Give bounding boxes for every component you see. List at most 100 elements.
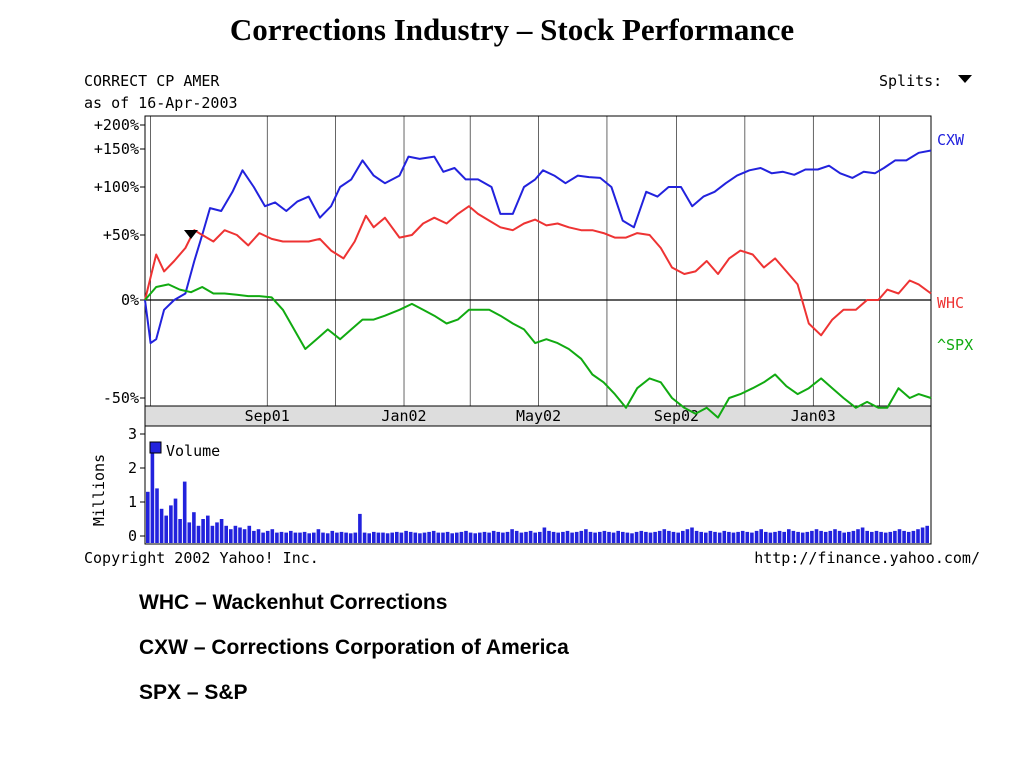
volume-y-tick-label: 3 — [128, 425, 137, 443]
volume-bar — [510, 529, 514, 543]
volume-bar — [256, 529, 261, 543]
volume-bar — [404, 530, 408, 543]
volume-bar — [335, 532, 339, 543]
volume-axis-label: Millions — [90, 454, 108, 526]
volume-bar — [307, 533, 311, 543]
volume-bar — [146, 491, 150, 543]
volume-bar — [616, 530, 620, 543]
volume-bar — [588, 531, 593, 543]
volume-bar — [837, 530, 842, 543]
volume-bar — [893, 530, 897, 543]
volume-bar — [436, 532, 441, 543]
volume-bar — [888, 531, 893, 543]
volume-bar — [699, 531, 703, 543]
slide-title: Corrections Industry – Stock Performance — [229, 12, 795, 47]
volume-bar — [178, 519, 182, 543]
volume-bar — [418, 533, 422, 543]
volume-bar — [750, 532, 754, 543]
volume-bar — [745, 531, 750, 543]
volume-bar — [621, 531, 625, 543]
volume-bar — [265, 530, 270, 543]
volume-bar — [565, 530, 570, 543]
volume-legend-swatch — [149, 441, 162, 454]
volume-bar — [533, 532, 537, 543]
volume-bar — [173, 498, 178, 543]
volume-bar — [879, 531, 883, 543]
volume-bar — [376, 532, 381, 543]
volume-bar — [450, 533, 454, 543]
volume-bar — [856, 529, 860, 543]
date-axis-labels: Sep01 Jan02 May02 Sep02 Jan03 — [245, 407, 836, 425]
volume-bar — [270, 529, 275, 543]
volume-bar — [611, 532, 616, 543]
volume-bar — [704, 532, 708, 543]
volume-bar — [791, 530, 796, 543]
volume-bar — [556, 532, 560, 543]
volume-bar — [528, 530, 533, 543]
volume-bar — [690, 527, 694, 543]
volume-bar — [607, 531, 611, 543]
volume-bar — [302, 531, 307, 543]
volume-bar — [657, 530, 662, 543]
volume-bars — [146, 447, 929, 543]
volume-bar — [229, 529, 233, 543]
volume-bar — [524, 531, 528, 543]
series-label-whc: WHC — [937, 294, 964, 312]
y-tick-label: +200% — [94, 116, 139, 134]
volume-bar — [261, 532, 265, 543]
volume-bar — [381, 532, 385, 543]
volume-bar — [584, 529, 588, 543]
volume-bar — [828, 530, 833, 543]
volume-bar — [413, 532, 418, 543]
copyright-text: Copyright 2002 Yahoo! Inc. — [84, 549, 319, 567]
volume-bar — [455, 532, 459, 543]
volume-bar — [468, 532, 473, 543]
volume-bar — [814, 529, 819, 543]
volume-bar — [242, 529, 247, 543]
volume-bar — [298, 532, 302, 543]
series-label-cxw: CXW — [937, 131, 965, 149]
volume-bar — [362, 532, 367, 543]
volume-bar — [667, 530, 671, 543]
volume-bar — [538, 531, 542, 543]
volume-bar — [685, 529, 690, 543]
splits-dropdown-icon[interactable] — [958, 75, 972, 83]
volume-bar — [874, 530, 879, 543]
volume-bar — [358, 513, 362, 543]
volume-bar — [196, 525, 201, 543]
volume-bar — [542, 527, 547, 543]
volume-bar — [201, 519, 205, 543]
volume-bar — [551, 531, 556, 543]
volume-bar — [740, 530, 745, 543]
volume-bar — [339, 531, 344, 543]
volume-bar — [681, 530, 685, 543]
y-tick-label: +150% — [94, 140, 139, 158]
source-url-link[interactable]: http://finance.yahoo.com/ — [754, 549, 980, 567]
split-marker-icon[interactable] — [183, 230, 198, 239]
volume-bar — [759, 529, 763, 543]
volume-bar — [851, 530, 856, 543]
volume-bar — [671, 531, 676, 543]
x-tick-label: Jan02 — [381, 407, 426, 425]
volume-bar — [579, 530, 584, 543]
volume-bar — [630, 533, 634, 543]
series-layer — [144, 149, 932, 419]
volume-bar — [800, 532, 805, 543]
volume-bar — [293, 532, 298, 543]
volume-bar — [602, 530, 607, 543]
volume-bar — [865, 530, 869, 543]
volume-bar — [519, 532, 524, 543]
volume-bar — [796, 531, 800, 543]
volume-bar — [233, 525, 238, 543]
splits-label[interactable]: Splits: — [879, 72, 942, 90]
volume-y-axis: 3 2 1 0 — [128, 425, 145, 545]
volume-bar — [344, 532, 348, 543]
volume-bar — [713, 531, 717, 543]
volume-bar — [169, 505, 173, 543]
volume-bar — [860, 527, 865, 543]
volume-bar — [159, 508, 164, 543]
volume-bar — [496, 531, 501, 543]
volume-bar — [514, 530, 519, 543]
volume-y-tick-label: 2 — [128, 459, 137, 477]
volume-bar — [431, 530, 436, 543]
